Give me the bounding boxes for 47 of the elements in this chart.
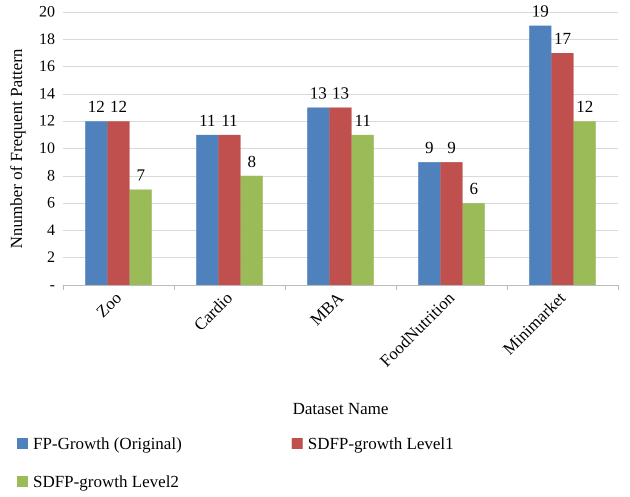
legend-label: FP-Growth (Original): [33, 434, 182, 453]
data-label: 6: [469, 179, 478, 198]
data-label: 11: [354, 110, 371, 130]
y-tick-label: 4: [47, 222, 55, 239]
x-tick-label: Zoo: [92, 288, 126, 322]
legend-label: SDFP-growth Level1: [308, 434, 454, 453]
data-label: 12: [88, 97, 105, 116]
y-tick-label: 8: [47, 167, 55, 184]
data-label: 12: [576, 97, 594, 116]
data-label: 13: [310, 84, 327, 103]
bar: [551, 52, 574, 285]
y-tick-label: 12: [39, 112, 55, 130]
bar: [440, 162, 463, 285]
y-tick-label: 2: [47, 249, 55, 266]
bar: [352, 134, 374, 285]
data-label: 7: [136, 165, 146, 184]
data-label: 13: [332, 84, 349, 103]
data-label: 11: [221, 110, 238, 130]
data-label: 12: [110, 97, 127, 116]
data-label: 11: [199, 110, 216, 130]
y-tick-label: 14: [39, 85, 55, 102]
bar: [196, 134, 218, 285]
y-tick-label: -: [50, 276, 55, 294]
data-label: 8: [247, 152, 256, 171]
data-label: 9: [447, 138, 456, 158]
y-tick-label: 18: [39, 30, 55, 48]
bar: [529, 26, 552, 285]
y-tick-label: 16: [39, 58, 55, 76]
bar: [462, 203, 485, 285]
bar: [329, 108, 352, 285]
data-label: 19: [532, 2, 549, 21]
legend-label: SDFP-growth Level2: [33, 472, 179, 491]
bar: [418, 162, 440, 285]
bar: [107, 121, 130, 285]
x-axis-title: Dataset Name: [292, 399, 388, 418]
y-tick-label: 20: [39, 4, 55, 20]
data-label: 9: [425, 138, 434, 158]
bar: [240, 176, 263, 285]
y-axis-title: Nnumber of Frequent Pattern: [7, 48, 26, 248]
bar: [130, 189, 152, 285]
y-tick-label: 10: [39, 140, 55, 157]
bar: [218, 134, 241, 285]
bar: [85, 121, 108, 285]
data-label: 17: [554, 28, 572, 48]
y-tick-label: 6: [47, 194, 55, 212]
bar: [307, 108, 330, 285]
bar: [574, 121, 596, 285]
